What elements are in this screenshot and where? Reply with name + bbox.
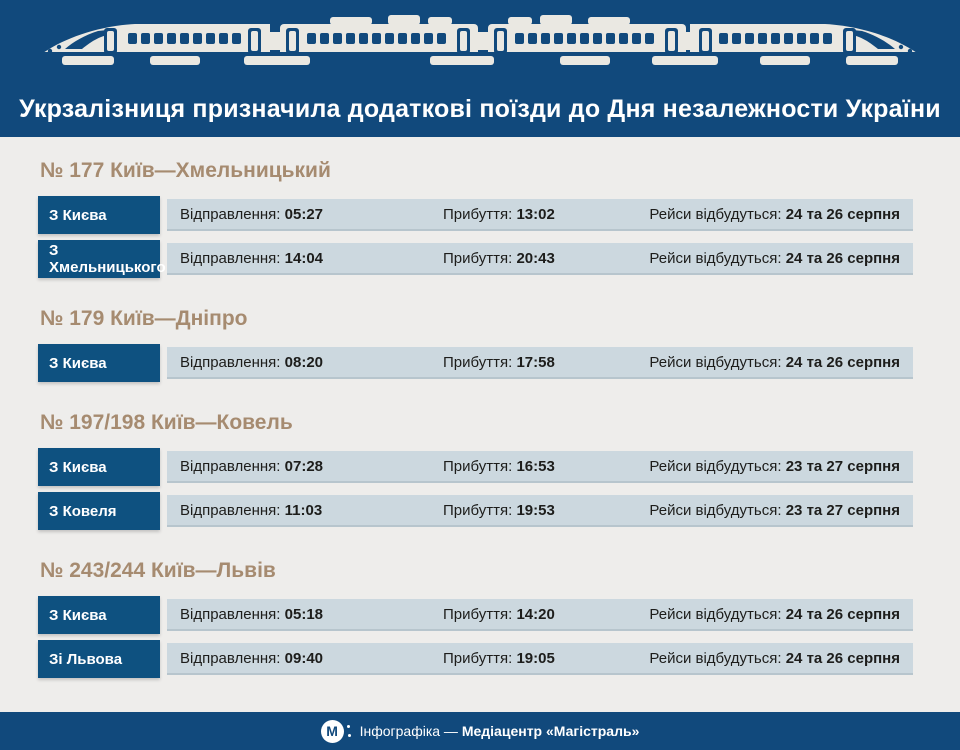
credit-brand: Медіацентр «Магістраль»: [461, 723, 640, 739]
schedule-row: З Хмельницького Відправлення: 14:04 Приб…: [38, 240, 913, 278]
train-section: № 179 Київ—Дніпро З Києва Відправлення: …: [38, 307, 913, 382]
section-rows: З Києва Відправлення: 07:28 Прибуття: 16…: [38, 448, 913, 530]
dates-cell: Рейси відбудуться: 24 та 26 серпня: [649, 205, 900, 223]
row-strip: Відправлення: 14:04 Прибуття: 20:43 Рейс…: [167, 243, 913, 275]
footer: M Інфографіка — Медіацентр «Магістраль»: [0, 712, 960, 750]
logo-dots-icon: [346, 724, 351, 738]
row-strip: Відправлення: 05:18 Прибуття: 14:20 Рейс…: [167, 599, 913, 631]
origin-label: З Києва: [38, 448, 160, 486]
train-number-title: № 177 Київ—Хмельницький: [40, 159, 331, 182]
row-strip: Відправлення: 09:40 Прибуття: 19:05 Рейс…: [167, 643, 913, 675]
credit-line: Інфографіка — Медіацентр «Магістраль»: [360, 723, 640, 739]
origin-label: З Києва: [38, 596, 160, 634]
departure-cell: Відправлення: 14:04: [180, 249, 324, 267]
section-rows: З Києва Відправлення: 05:27 Прибуття: 13…: [38, 196, 913, 278]
dates-cell: Рейси відбудуться: 24 та 26 серпня: [649, 605, 900, 623]
dates-cell: Рейси відбудуться: 24 та 26 серпня: [649, 249, 900, 267]
dates-cell: Рейси відбудуться: 23 та 27 серпня: [649, 501, 900, 519]
arrival-cell: Прибуття: 13:02: [443, 205, 555, 223]
credit-text: Інфографіка —: [359, 723, 462, 739]
train-number-title: № 243/244 Київ—Львів: [40, 559, 276, 582]
origin-label: З Києва: [38, 196, 160, 234]
row-strip: Відправлення: 07:28 Прибуття: 16:53 Рейс…: [167, 451, 913, 483]
arrival-cell: Прибуття: 14:20: [443, 605, 555, 623]
section-rows: З Києва Відправлення: 05:18 Прибуття: 14…: [38, 596, 913, 678]
schedule-row: З Києва Відправлення: 05:27 Прибуття: 13…: [38, 196, 913, 234]
logo-letter: M: [320, 719, 344, 743]
origin-label: Зі Львова: [38, 640, 160, 678]
train-illustration: [37, 15, 923, 65]
train-section: № 177 Київ—Хмельницький З Києва Відправл…: [38, 159, 913, 278]
section-rows: З Києва Відправлення: 08:20 Прибуття: 17…: [38, 344, 913, 382]
schedule-row: Зі Львова Відправлення: 09:40 Прибуття: …: [38, 640, 913, 678]
departure-cell: Відправлення: 08:20: [180, 353, 324, 371]
header: Укрзалізниця призначила додаткові поїзди…: [0, 0, 960, 137]
schedule-row: З Києва Відправлення: 08:20 Прибуття: 17…: [38, 344, 913, 382]
departure-cell: Відправлення: 07:28: [180, 457, 324, 475]
origin-label: З Хмельницького: [38, 240, 166, 278]
departure-cell: Відправлення: 09:40: [180, 649, 324, 667]
schedule-list: № 177 Київ—Хмельницький З Києва Відправл…: [0, 137, 960, 712]
row-strip: Відправлення: 08:20 Прибуття: 17:58 Рейс…: [167, 347, 913, 379]
schedule-row: З Києва Відправлення: 05:18 Прибуття: 14…: [38, 596, 913, 634]
schedule-row: З Києва Відправлення: 07:28 Прибуття: 16…: [38, 448, 913, 486]
arrival-cell: Прибуття: 19:05: [443, 649, 555, 667]
row-strip: Відправлення: 11:03 Прибуття: 19:53 Рейс…: [167, 495, 913, 527]
origin-label: З Ковеля: [38, 492, 160, 530]
page-title: Укрзалізниця призначила додаткові поїзди…: [19, 95, 941, 123]
departure-cell: Відправлення: 05:18: [180, 605, 324, 623]
train-number-title: № 179 Київ—Дніпро: [40, 307, 248, 330]
dates-cell: Рейси відбудуться: 24 та 26 серпня: [649, 649, 900, 667]
train-section: № 243/244 Київ—Львів З Києва Відправленн…: [38, 559, 913, 678]
arrival-cell: Прибуття: 16:53: [443, 457, 555, 475]
departure-cell: Відправлення: 05:27: [180, 205, 324, 223]
arrival-cell: Прибуття: 17:58: [443, 353, 555, 371]
magistral-logo-icon: M: [320, 719, 351, 743]
dates-cell: Рейси відбудуться: 24 та 26 серпня: [649, 353, 900, 371]
origin-label: З Києва: [38, 344, 160, 382]
schedule-row: З Ковеля Відправлення: 11:03 Прибуття: 1…: [38, 492, 913, 530]
arrival-cell: Прибуття: 19:53: [443, 501, 555, 519]
train-section: № 197/198 Київ—Ковель З Києва Відправлен…: [38, 411, 913, 530]
dates-cell: Рейси відбудуться: 23 та 27 серпня: [649, 457, 900, 475]
departure-cell: Відправлення: 11:03: [180, 501, 323, 519]
arrival-cell: Прибуття: 20:43: [443, 249, 555, 267]
train-number-title: № 197/198 Київ—Ковель: [40, 411, 293, 434]
row-strip: Відправлення: 05:27 Прибуття: 13:02 Рейс…: [167, 199, 913, 231]
